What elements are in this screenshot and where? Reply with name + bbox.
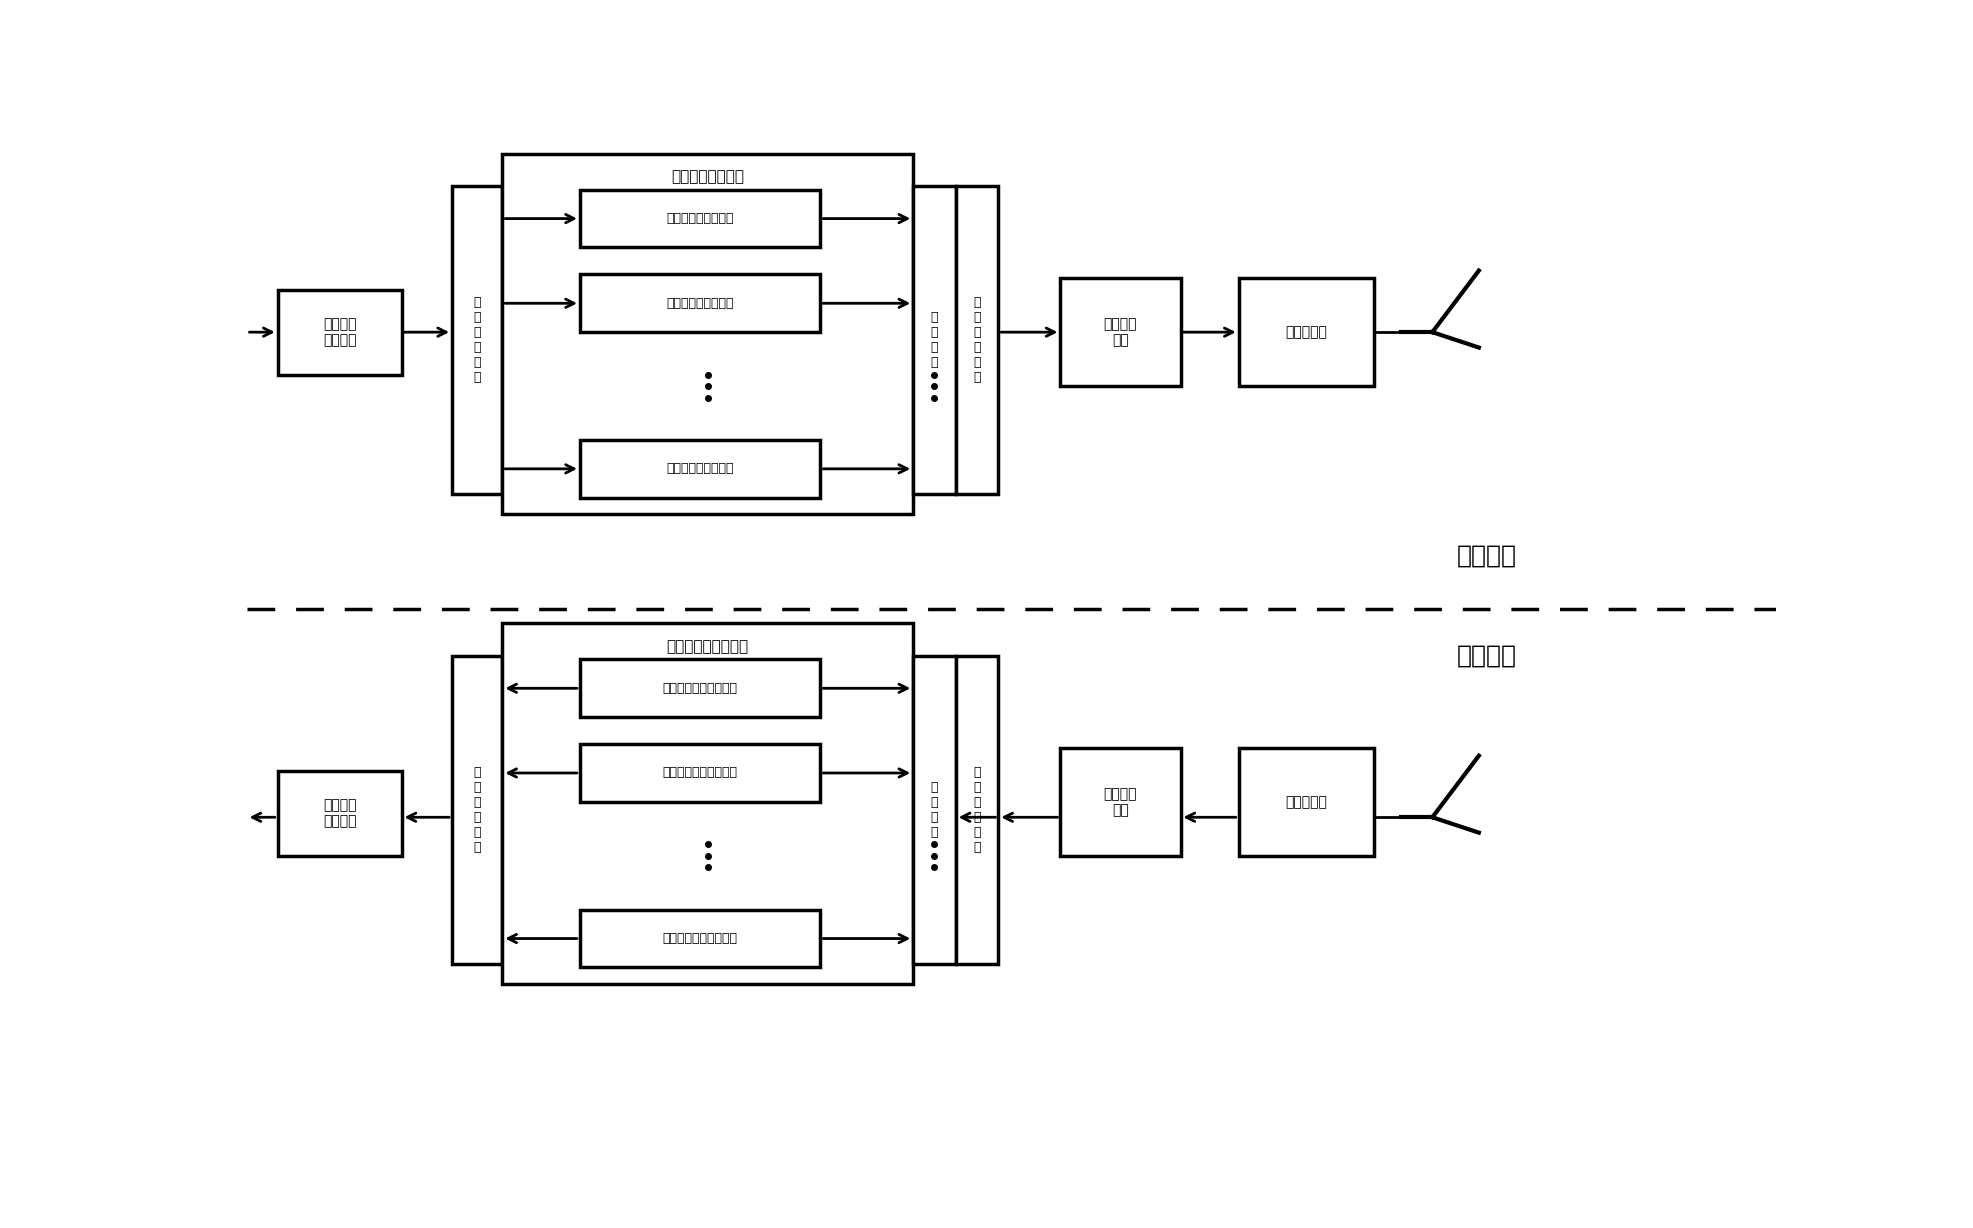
Text: 素数分割
编码模块: 素数分割 编码模块: [324, 317, 357, 348]
Bar: [913, 656, 955, 964]
Text: 微波接收机: 微波接收机: [1286, 795, 1328, 809]
Text: 中频解调
模块: 中频解调 模块: [1103, 787, 1136, 817]
Text: 宽带伪码解扩展子模块: 宽带伪码解扩展子模块: [663, 766, 738, 780]
Bar: [955, 185, 998, 494]
Text: 第
二
并
串
模
块: 第 二 并 串 模 块: [474, 765, 481, 853]
Text: 第
二
并
串
模
块: 第 二 并 串 模 块: [973, 296, 981, 384]
Text: 宽带伪码扩展子模块: 宽带伪码扩展子模块: [667, 462, 734, 475]
Text: 叠
加
模
块: 叠 加 模 块: [931, 311, 939, 368]
Bar: [955, 656, 998, 964]
Bar: [580, 659, 821, 717]
Bar: [1239, 279, 1375, 386]
Bar: [580, 274, 821, 332]
Bar: [1239, 748, 1375, 856]
Text: 接收装置: 接收装置: [1456, 643, 1517, 668]
Bar: [913, 185, 955, 494]
Text: 宽带伪码扩展子模块: 宽带伪码扩展子模块: [667, 212, 734, 225]
Bar: [452, 185, 503, 494]
Text: 微波发射机: 微波发射机: [1286, 325, 1328, 339]
Bar: [580, 440, 821, 497]
Text: 宽带伪码解扩展子模块: 宽带伪码解扩展子模块: [663, 932, 738, 946]
Text: 宽带伪码扩展模块: 宽带伪码扩展模块: [671, 169, 744, 184]
Bar: [278, 290, 402, 375]
Bar: [278, 771, 402, 856]
Bar: [580, 189, 821, 248]
Text: 发射装置: 发射装置: [1456, 544, 1517, 567]
Bar: [1060, 748, 1180, 856]
Bar: [1060, 279, 1180, 386]
Text: 宽带伪码解扩展子模块: 宽带伪码解扩展子模块: [663, 682, 738, 695]
Bar: [580, 744, 821, 802]
Bar: [503, 624, 913, 984]
Text: 宽带伪码解扩展模块: 宽带伪码解扩展模块: [667, 639, 750, 653]
Text: 分
展
模
块: 分 展 模 块: [931, 781, 939, 839]
Text: 第
一
串
并
模
块: 第 一 串 并 模 块: [973, 765, 981, 853]
Bar: [452, 656, 503, 964]
Text: 中频调制
模块: 中频调制 模块: [1103, 317, 1136, 348]
Text: 宽带伪码扩展子模块: 宽带伪码扩展子模块: [667, 297, 734, 309]
Bar: [580, 910, 821, 968]
Bar: [503, 154, 913, 513]
Text: 第
一
串
并
模
块: 第 一 串 并 模 块: [474, 296, 481, 384]
Text: 素数分割
解码模块: 素数分割 解码模块: [324, 798, 357, 829]
